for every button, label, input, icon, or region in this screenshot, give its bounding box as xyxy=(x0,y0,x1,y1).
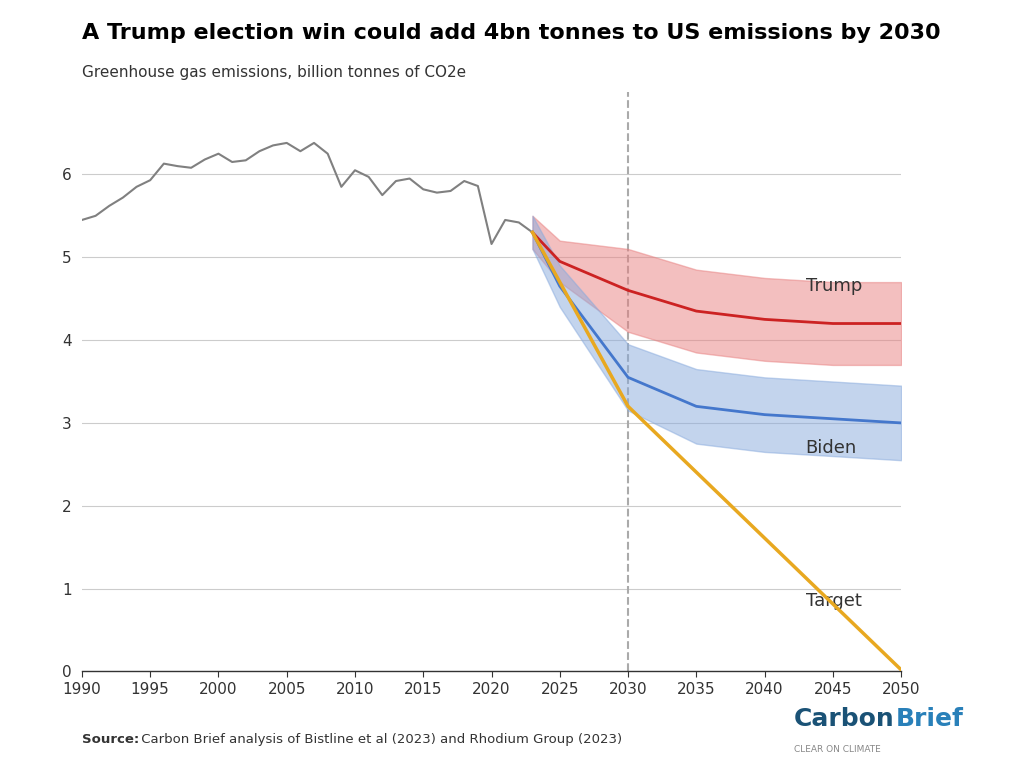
Text: Brief: Brief xyxy=(896,707,964,731)
Text: CLEAR ON CLIMATE: CLEAR ON CLIMATE xyxy=(794,745,881,754)
Text: A Trump election win could add 4bn tonnes to US emissions by 2030: A Trump election win could add 4bn tonne… xyxy=(82,23,941,43)
Text: Trump: Trump xyxy=(806,277,862,295)
Text: Carbon: Carbon xyxy=(794,707,894,731)
Text: Source:: Source: xyxy=(82,733,139,746)
Text: Carbon Brief analysis of Bistline et al (2023) and Rhodium Group (2023): Carbon Brief analysis of Bistline et al … xyxy=(137,733,623,746)
Text: Biden: Biden xyxy=(806,439,857,457)
Text: Target: Target xyxy=(806,592,861,610)
Text: Greenhouse gas emissions, billion tonnes of CO2e: Greenhouse gas emissions, billion tonnes… xyxy=(82,65,466,80)
